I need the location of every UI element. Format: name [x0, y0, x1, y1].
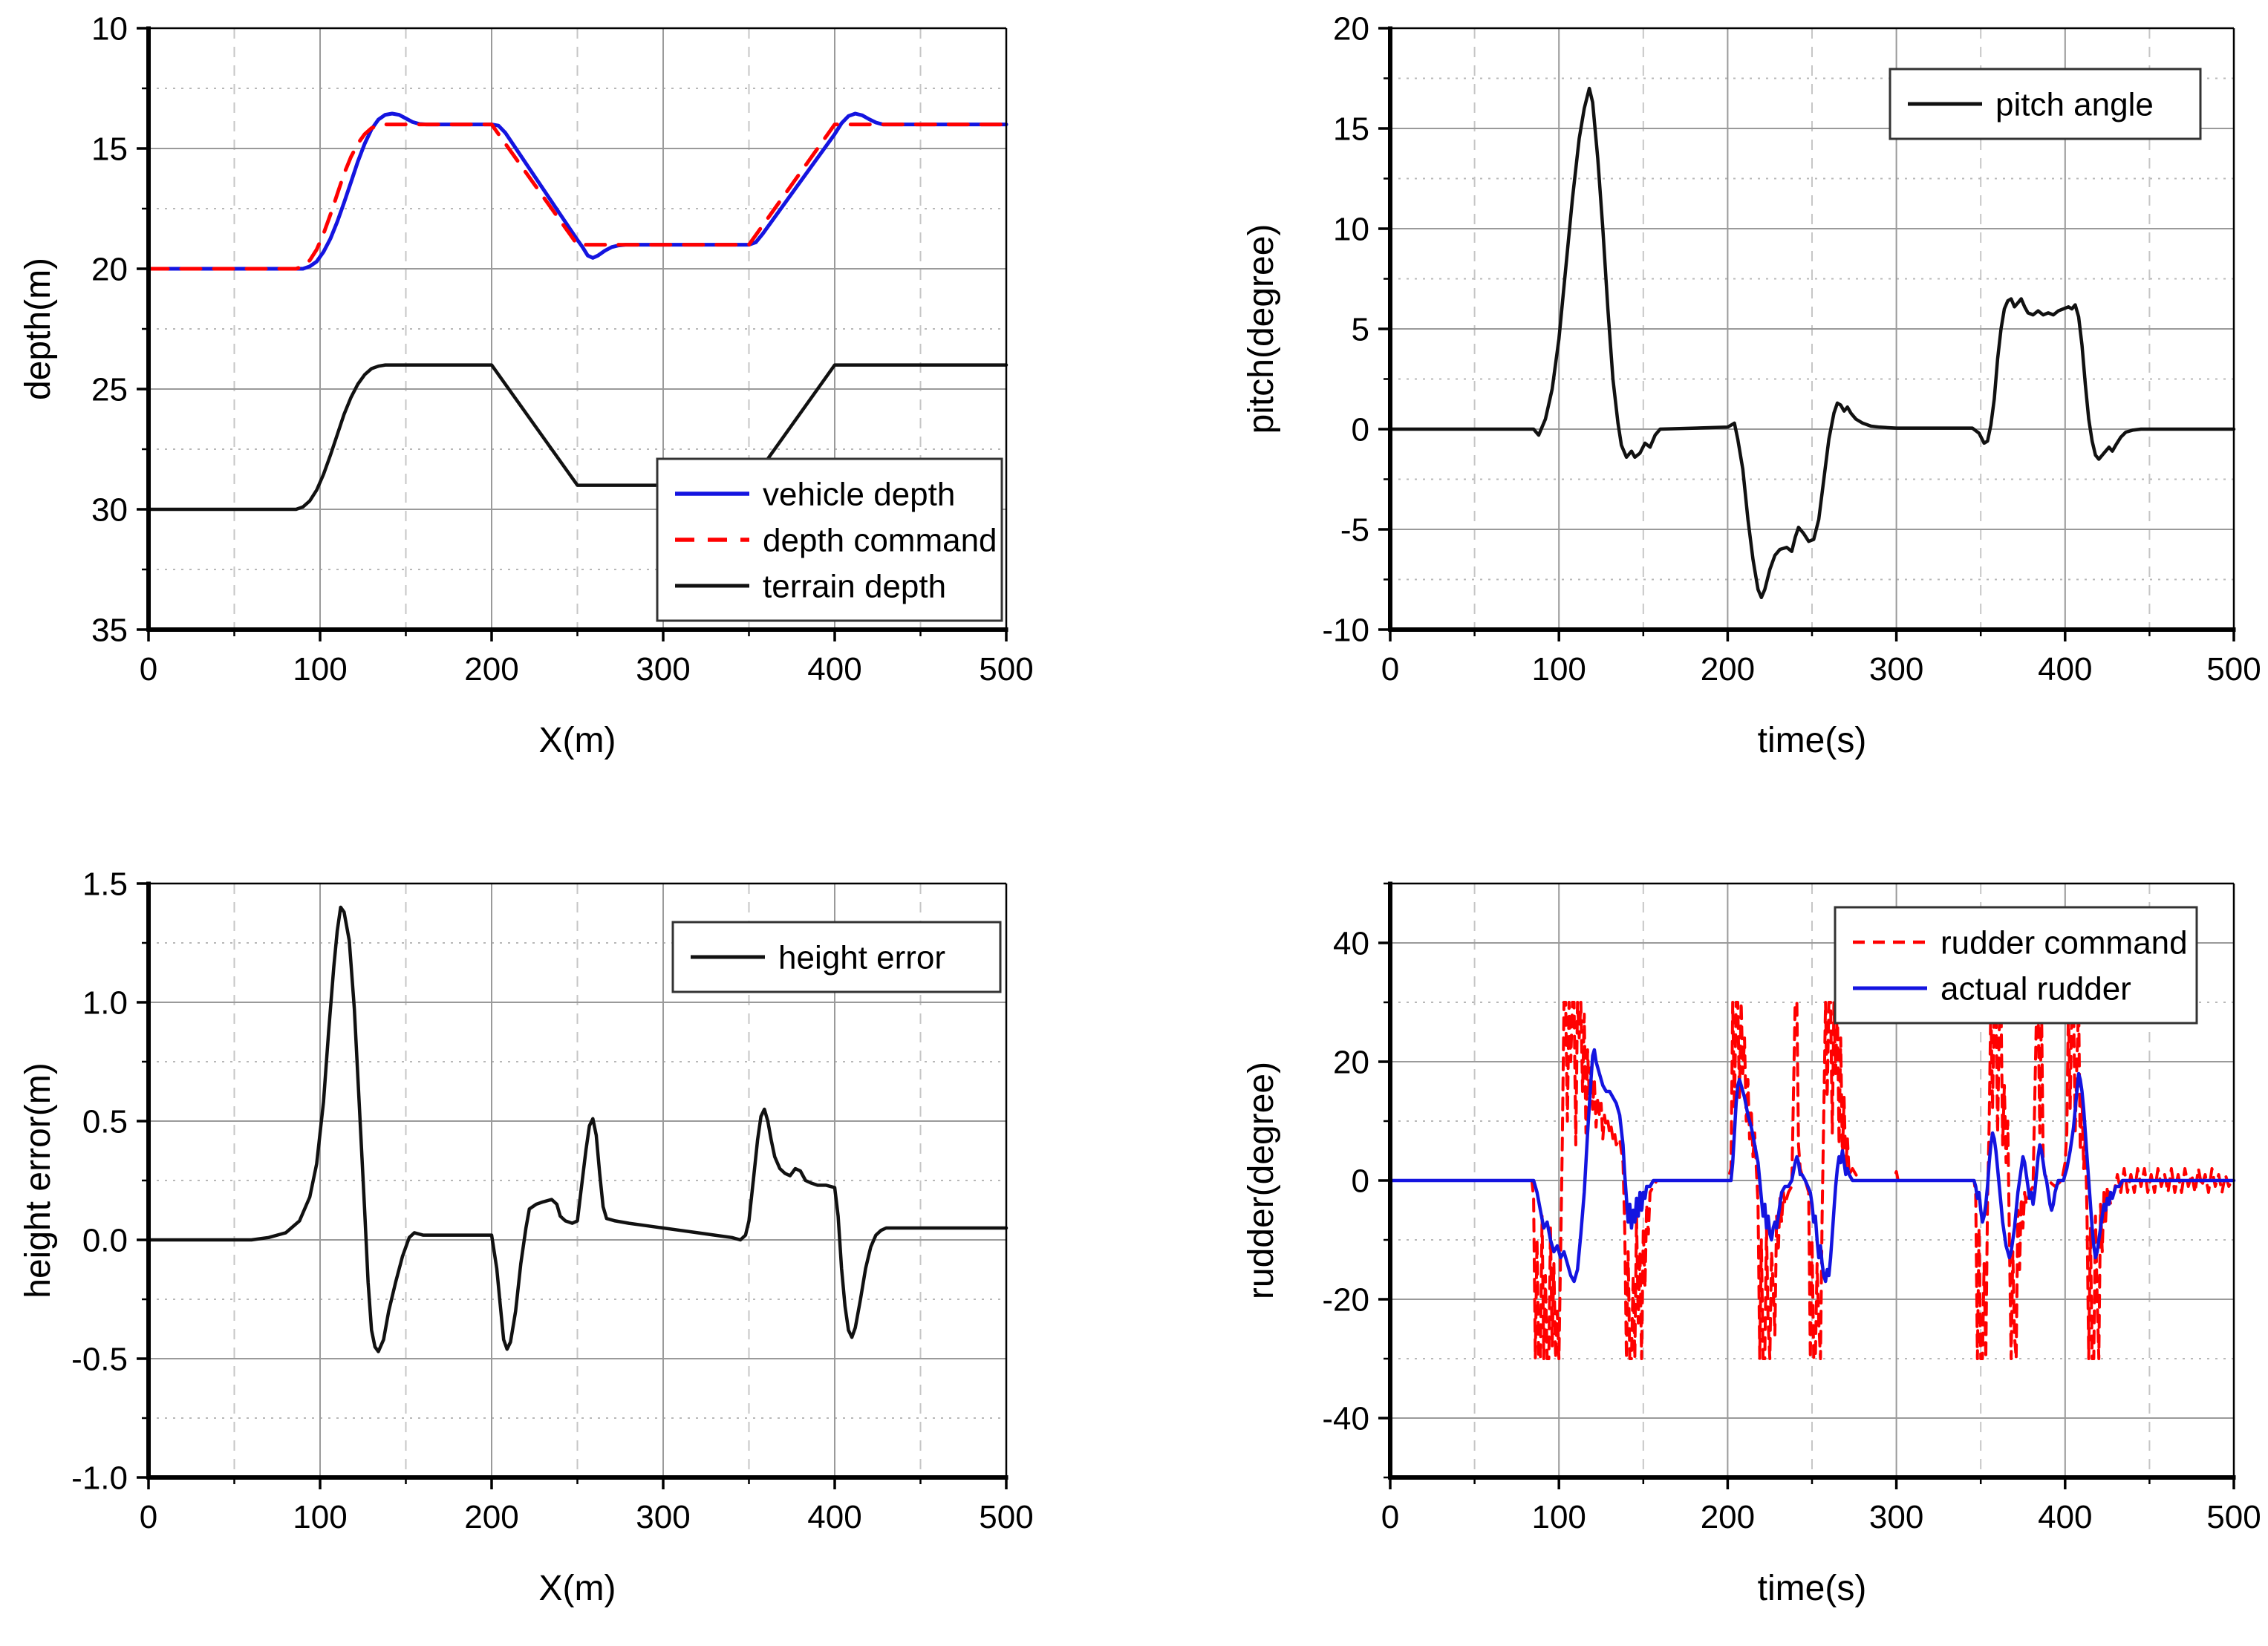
legend-label: terrain depth	[763, 568, 946, 604]
x-tick-label: 300	[1869, 651, 1923, 688]
x-tick-label: 200	[1701, 1499, 1755, 1535]
x-tick-label: 500	[2206, 1499, 2261, 1535]
y-axis-label: height error(m)	[19, 1062, 58, 1298]
plot-pitch: 0 100 200 300 400 500 20 15 10 5 0 -5 -10 time(s) pitc…	[1242, 10, 2261, 760]
series-pitch-angle	[1388, 86, 2236, 600]
y-tick-label: 25	[91, 371, 128, 408]
legend-label: depth command	[763, 522, 997, 558]
x-tick-label: 300	[636, 651, 690, 688]
plot-depth: 0 100 200 300 400 500 10 15 20 25 30 35 X(m) depth(m)	[19, 10, 1034, 760]
x-tick-label: 100	[1531, 651, 1586, 688]
y-axis-label: rudder(degree)	[1242, 1062, 1281, 1299]
chart-height-error-svg: 0 100 200 300 400 500 1.5 1.0 0.5 0.0 -0.5 -1.0 X(m)…	[19, 866, 1034, 1608]
x-tick-label: 400	[807, 651, 861, 688]
legend-height-error: height error	[671, 921, 1002, 993]
legend-label: rudder command	[1940, 924, 2188, 961]
y-tick-label: 40	[1333, 925, 1369, 961]
x-tick-label: 0	[140, 1499, 157, 1535]
y-tick-label: 0.5	[82, 1103, 128, 1140]
y-tick-label: 20	[1333, 10, 1369, 47]
chart-height-error: 0 100 200 300 400 500 1.5 1.0 0.5 0.0 -0.5 -1.0 X(m)…	[11, 861, 1051, 1637]
x-tick-label: 100	[1531, 1499, 1586, 1535]
y-tick-label: 5	[1352, 311, 1369, 347]
x-tick-label: 0	[1381, 651, 1399, 688]
series-height-error	[146, 905, 1008, 1353]
y-tick-label: 20	[1333, 1044, 1369, 1080]
y-tick-label: 10	[1333, 211, 1369, 247]
series-rudder-command	[1389, 1001, 2234, 1360]
y-tick-label: 0	[1352, 411, 1369, 448]
x-axis-label: time(s)	[1758, 1569, 1867, 1608]
y-tick-label: 1.0	[82, 984, 128, 1021]
x-tick-label: 500	[2206, 651, 2261, 688]
y-tick-label: 15	[1333, 111, 1369, 147]
y-tick-label: -0.5	[71, 1341, 128, 1377]
x-tick-label: 100	[293, 1499, 347, 1535]
y-tick-label: -5	[1340, 512, 1369, 548]
legend-box	[1834, 906, 2198, 1025]
legend-label: pitch angle	[1995, 86, 2154, 123]
legend-label: actual rudder	[1940, 970, 2131, 1007]
legend-label: vehicle depth	[763, 476, 955, 512]
y-tick-label: 1.5	[82, 866, 128, 902]
series-depth-command	[146, 123, 1008, 271]
x-tick-label: 300	[1869, 1499, 1923, 1535]
y-tick-label: 0.0	[82, 1222, 128, 1258]
y-tick-label: 20	[91, 251, 128, 287]
y-tick-label: 30	[91, 491, 128, 528]
chart-depth: 0 100 200 300 400 500 10 15 20 25 30 35 X(m) depth(m)…	[11, 6, 1051, 804]
chart-rudder: 0 100 200 300 400 500 40 20 0 -20 -40 time(s) rudder…	[1234, 861, 2262, 1637]
x-tick-label: 0	[1381, 1499, 1399, 1535]
y-tick-label: 10	[91, 10, 128, 47]
y-tick-label: -20	[1322, 1281, 1369, 1318]
x-tick-label: 500	[979, 1499, 1033, 1535]
y-tick-label: 0	[1352, 1163, 1369, 1199]
chart-pitch: 0 100 200 300 400 500 20 15 10 5 0 -5 -10 time(s) pitc…	[1234, 6, 2262, 804]
chart-depth-svg: 0 100 200 300 400 500 10 15 20 25 30 35 X(m) depth(m)…	[19, 10, 1034, 760]
x-tick-label: 400	[2038, 651, 2092, 688]
y-axis-label: pitch(degree)	[1242, 224, 1281, 434]
x-tick-label: 300	[636, 1499, 690, 1535]
series-vehicle-depth	[146, 111, 1008, 271]
series-actual-rudder	[1388, 1048, 2236, 1284]
x-tick-label: 200	[1701, 651, 1755, 688]
y-tick-label: 15	[91, 131, 128, 167]
series-terrain-depth	[146, 363, 1008, 512]
y-tick-label: -10	[1322, 612, 1369, 648]
x-tick-label: 100	[293, 651, 347, 688]
x-tick-label: 400	[2038, 1499, 2092, 1535]
x-tick-label: 0	[140, 651, 157, 688]
chart-rudder-svg: 0 100 200 300 400 50040200-20-40time(s)rudder…	[1242, 881, 2261, 1608]
x-axis-label: time(s)	[1758, 721, 1867, 760]
x-tick-label: 200	[464, 651, 518, 688]
legend-rudder: rudder command actual rudder	[1834, 906, 2198, 1025]
x-axis-label: X(m)	[539, 1569, 616, 1608]
legend-depth: vehicle depth depth command terrain depth	[656, 457, 1003, 622]
plot-rudder: 0 100 200 300 400 50040200-20-40time(s)rudder…	[1242, 881, 2261, 1608]
x-tick-label: 500	[979, 651, 1033, 688]
chart-pitch-svg: 0 100 200 300 400 500 20 15 10 5 0 -5 -10 time(s) pitc…	[1242, 10, 2261, 760]
y-tick-label: -40	[1322, 1400, 1369, 1437]
x-tick-label: 400	[807, 1499, 861, 1535]
x-axis-label: X(m)	[539, 721, 616, 760]
legend-pitch: pitch angle	[1889, 68, 2202, 140]
y-tick-label: -1.0	[71, 1460, 128, 1496]
legend-label: height error	[778, 939, 945, 976]
y-axis-label: depth(m)	[19, 258, 58, 400]
x-tick-label: 200	[464, 1499, 518, 1535]
y-tick-label: 35	[91, 612, 128, 648]
